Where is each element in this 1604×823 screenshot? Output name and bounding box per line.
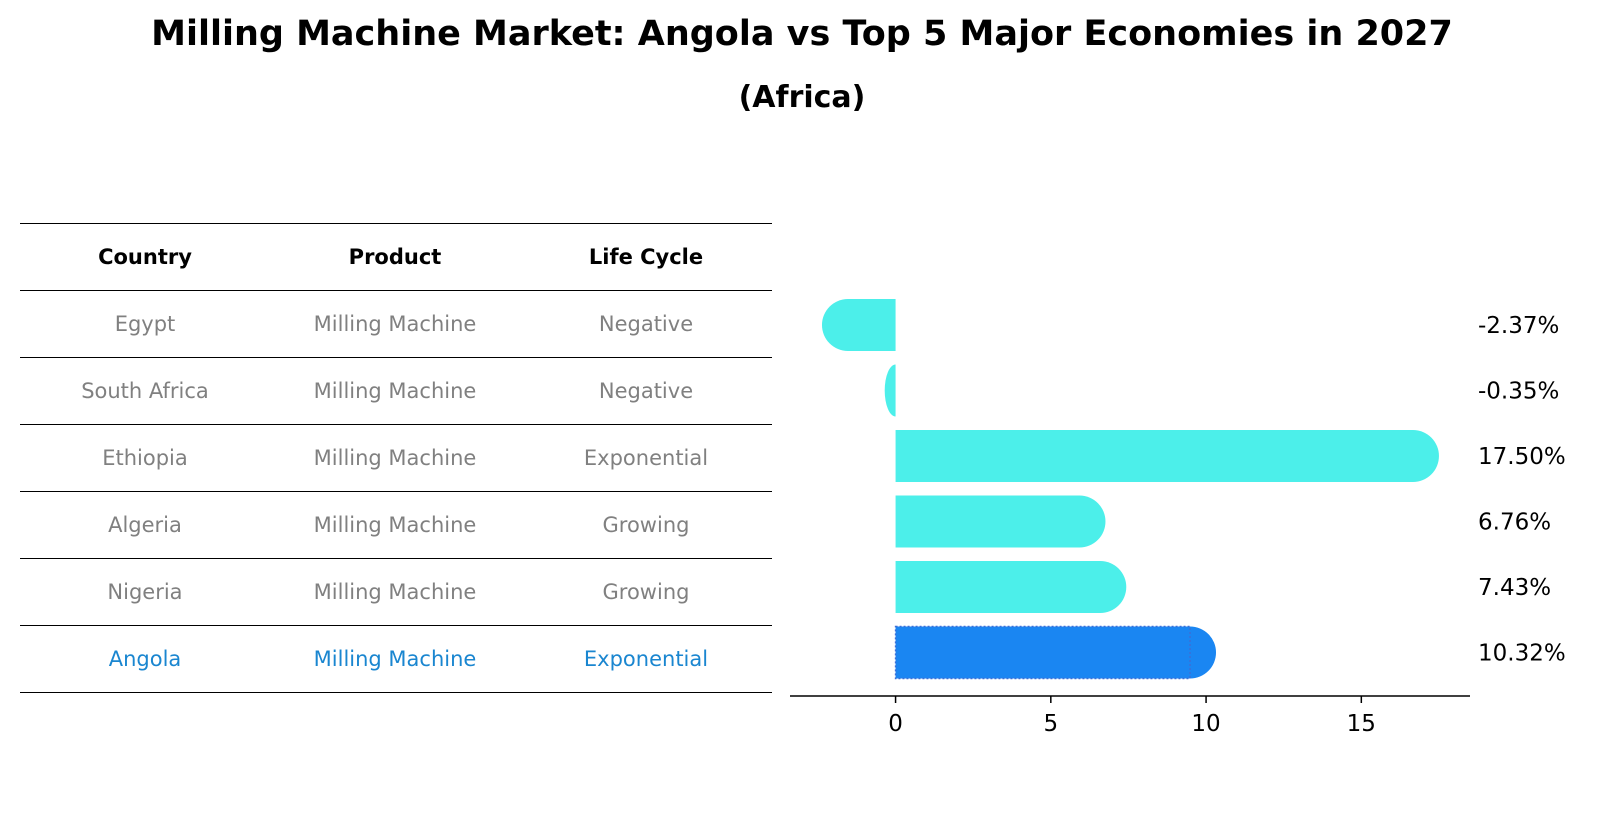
x-tick-label: 10 <box>1191 711 1220 737</box>
table-header-row: Country Product Life Cycle <box>20 223 772 291</box>
cell-life-cycle: Growing <box>520 491 772 559</box>
cell-country: South Africa <box>20 357 270 425</box>
header-country: Country <box>20 223 270 291</box>
bar <box>821 299 896 351</box>
bar <box>895 430 1439 482</box>
bar <box>895 561 1127 613</box>
cell-country: Ethiopia <box>20 424 270 492</box>
table-row: Nigeria Milling Machine Growing <box>20 558 772 626</box>
cell-product: Milling Machine <box>270 625 520 693</box>
cell-product: Milling Machine <box>270 290 520 358</box>
bar-value-label: 17.50% <box>1478 444 1566 470</box>
bar-value-label: 7.43% <box>1478 575 1551 601</box>
cell-country: Egypt <box>20 290 270 358</box>
cell-product: Milling Machine <box>270 558 520 626</box>
x-tick-label: 15 <box>1347 711 1376 737</box>
header-product: Product <box>270 223 520 291</box>
x-tick-label: 5 <box>1044 711 1059 737</box>
bar-highlight-outline <box>894 625 1191 680</box>
cell-life-cycle: Exponential <box>520 625 772 693</box>
table-row-highlighted: Angola Milling Machine Exponential <box>20 625 772 693</box>
table-row: Ethiopia Milling Machine Exponential <box>20 424 772 492</box>
cell-life-cycle: Exponential <box>520 424 772 492</box>
bar <box>895 495 1106 548</box>
bar-value-label: 6.76% <box>1478 510 1551 536</box>
cell-product: Milling Machine <box>270 357 520 425</box>
cell-product: Milling Machine <box>270 491 520 559</box>
bar-value-label: 10.32% <box>1478 641 1566 667</box>
chart-subtitle: (Africa) <box>738 80 866 115</box>
header-life-cycle: Life Cycle <box>520 223 772 291</box>
bar <box>884 364 896 417</box>
table-row: Egypt Milling Machine Negative <box>20 290 772 358</box>
cell-country: Algeria <box>20 491 270 559</box>
x-tick-label: 0 <box>888 711 903 737</box>
cell-product: Milling Machine <box>270 424 520 492</box>
table-row: South Africa Milling Machine Negative <box>20 357 772 425</box>
cell-life-cycle: Growing <box>520 558 772 626</box>
table-row: Algeria Milling Machine Growing <box>20 491 772 559</box>
cell-life-cycle: Negative <box>520 357 772 425</box>
chart-title: Milling Machine Market: Angola vs Top 5 … <box>151 14 1453 54</box>
bar-highlighted <box>895 626 1217 679</box>
market-table: Country Product Life Cycle Egypt Milling… <box>20 223 772 693</box>
bar-value-label: -0.35% <box>1478 379 1559 405</box>
bar-value-label: -2.37% <box>1478 313 1559 339</box>
cell-life-cycle: Negative <box>520 290 772 358</box>
cell-country: Nigeria <box>20 558 270 626</box>
cell-country: Angola <box>20 625 270 693</box>
